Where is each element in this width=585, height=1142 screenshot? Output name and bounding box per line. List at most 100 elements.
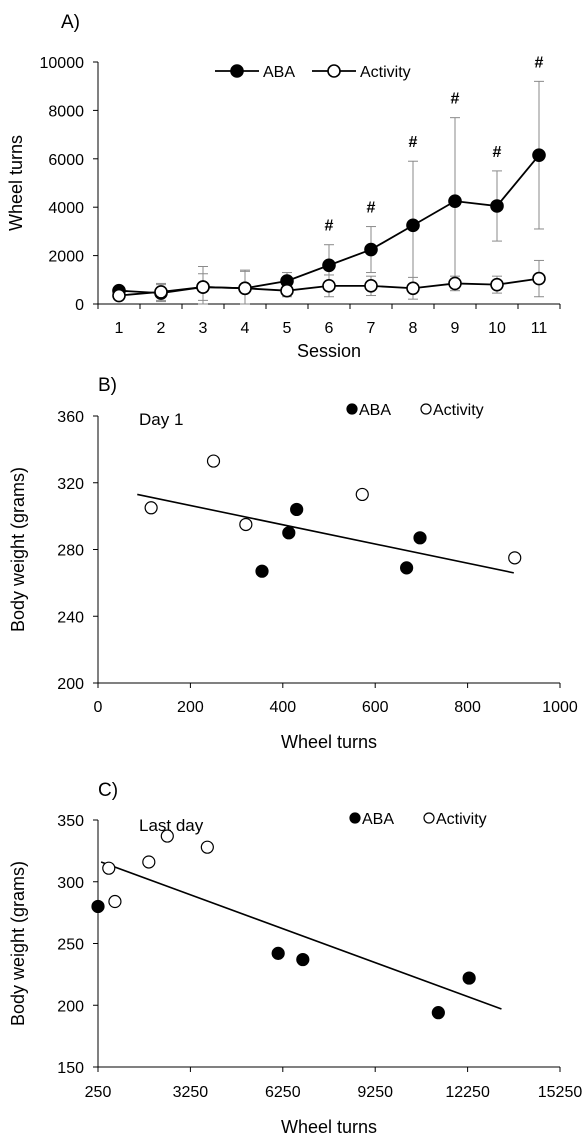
- data-point-activity: [280, 283, 294, 298]
- data-point-aba: [462, 971, 476, 985]
- legend-marker: [349, 812, 361, 824]
- x-tick-label: 9250: [357, 1084, 393, 1101]
- x-tick-label: 0: [94, 699, 103, 716]
- y-tick-label: 300: [57, 875, 84, 892]
- data-point-activity: [238, 281, 252, 296]
- data-point-activity: [364, 279, 378, 293]
- significance-marker: #: [535, 54, 544, 71]
- data-point-activity: [160, 829, 174, 843]
- chart-panel-1: 200 240 280 320 360 0 200 400 600 800 1000 Body wei…: [8, 375, 578, 752]
- x-tick-label: 10: [488, 320, 506, 337]
- y-tick-label: 200: [57, 676, 84, 693]
- y-tick-label: 10000: [40, 55, 85, 72]
- legend-label: ABA: [362, 811, 394, 828]
- x-tick-label: 3: [199, 320, 208, 337]
- y-axis-label: Wheel turns: [6, 135, 26, 231]
- x-tick-label: 6250: [265, 1084, 301, 1101]
- data-point-aba: [322, 258, 336, 273]
- y-tick-label: 6000: [48, 152, 84, 169]
- x-axis-label: Session: [297, 341, 361, 361]
- legend-label: Activity: [360, 64, 411, 81]
- x-tick-label: 2: [157, 320, 166, 337]
- data-point-activity: [200, 840, 214, 854]
- x-tick-label: 800: [454, 699, 481, 716]
- x-tick-label: 200: [177, 699, 204, 716]
- data-point-activity: [206, 454, 221, 468]
- legend-label: ABA: [359, 402, 391, 419]
- significance-marker: #: [325, 218, 334, 235]
- y-tick-label: 150: [57, 1060, 84, 1077]
- data-point-activity: [406, 281, 420, 296]
- data-point-activity: [196, 280, 210, 294]
- x-tick-label: 8: [409, 320, 418, 337]
- panel-label: C): [98, 780, 118, 801]
- x-tick-label: 3250: [173, 1084, 209, 1101]
- chart-panel-0: 0 2000 4000 6000 8000 10000 1 2 3 4 5 6 7 8 9 10 11 Wheel…: [6, 12, 561, 361]
- data-point-aba: [91, 899, 105, 914]
- x-tick-label: 9: [451, 320, 460, 337]
- panel-subtitle: Day 1: [139, 410, 183, 429]
- chart-panel-2: 150 200 250 300 350 250 3250 6250 9250 12250 15250…: [8, 780, 582, 1137]
- legend-label: Activity: [433, 402, 484, 419]
- y-tick-label: 0: [75, 297, 84, 314]
- x-axis-label: Wheel turns: [281, 732, 377, 752]
- trendline: [100, 861, 502, 1010]
- y-tick-label: 320: [57, 476, 84, 493]
- data-point-aba: [364, 242, 378, 257]
- y-tick-label: 250: [57, 937, 84, 954]
- data-point-aba: [413, 531, 427, 545]
- legend-marker: [423, 812, 435, 824]
- data-point-aba: [271, 946, 285, 960]
- data-point-activity: [490, 277, 504, 292]
- trendline: [137, 493, 514, 574]
- y-tick-label: 4000: [48, 200, 84, 217]
- data-point-activity: [142, 855, 156, 869]
- significance-marker: #: [367, 200, 376, 217]
- panel-subtitle: Last day: [139, 816, 204, 835]
- panel-label: A): [61, 12, 80, 33]
- data-point-activity: [322, 279, 336, 293]
- panel-label: B): [98, 375, 117, 396]
- y-axis-label: Body weight (grams): [8, 861, 28, 1026]
- data-point-activity: [239, 517, 253, 532]
- x-tick-label: 4: [241, 320, 250, 337]
- x-tick-label: 400: [269, 699, 296, 716]
- data-point-aba: [431, 1006, 445, 1020]
- legend-marker: [420, 403, 432, 415]
- y-tick-label: 200: [57, 998, 84, 1015]
- x-axis-label: Wheel turns: [281, 1117, 377, 1137]
- y-tick-label: 8000: [48, 103, 84, 120]
- x-tick-label: 600: [362, 699, 389, 716]
- legend-marker: [230, 64, 244, 78]
- y-tick-label: 2000: [48, 249, 84, 266]
- legend-marker: [346, 403, 358, 415]
- legend-label: ABA: [263, 64, 295, 81]
- data-point-aba: [255, 564, 269, 578]
- data-point-activity: [102, 861, 116, 875]
- x-tick-label: 15250: [538, 1084, 583, 1101]
- data-point-aba: [282, 526, 296, 540]
- y-tick-label: 360: [57, 409, 84, 426]
- x-tick-label: 11: [531, 320, 548, 337]
- legend-label: Activity: [436, 811, 487, 828]
- data-point-activity: [448, 276, 462, 291]
- data-point-aba: [290, 502, 304, 517]
- data-point-aba: [296, 952, 310, 967]
- data-point-aba: [532, 148, 546, 162]
- x-tick-label: 12250: [445, 1084, 490, 1101]
- data-point-activity: [144, 501, 158, 515]
- y-tick-label: 350: [57, 813, 84, 830]
- legend-marker: [327, 64, 341, 78]
- x-tick-label: 7: [367, 320, 376, 337]
- y-tick-label: 280: [57, 543, 84, 560]
- data-point-aba: [448, 194, 462, 208]
- significance-marker: #: [493, 144, 502, 161]
- significance-marker: #: [409, 134, 418, 151]
- data-point-activity: [108, 894, 122, 909]
- y-axis-label: Body weight (grams): [8, 467, 28, 632]
- data-point-activity: [508, 551, 522, 565]
- data-point-aba: [406, 218, 420, 233]
- data-point-activity: [532, 271, 546, 286]
